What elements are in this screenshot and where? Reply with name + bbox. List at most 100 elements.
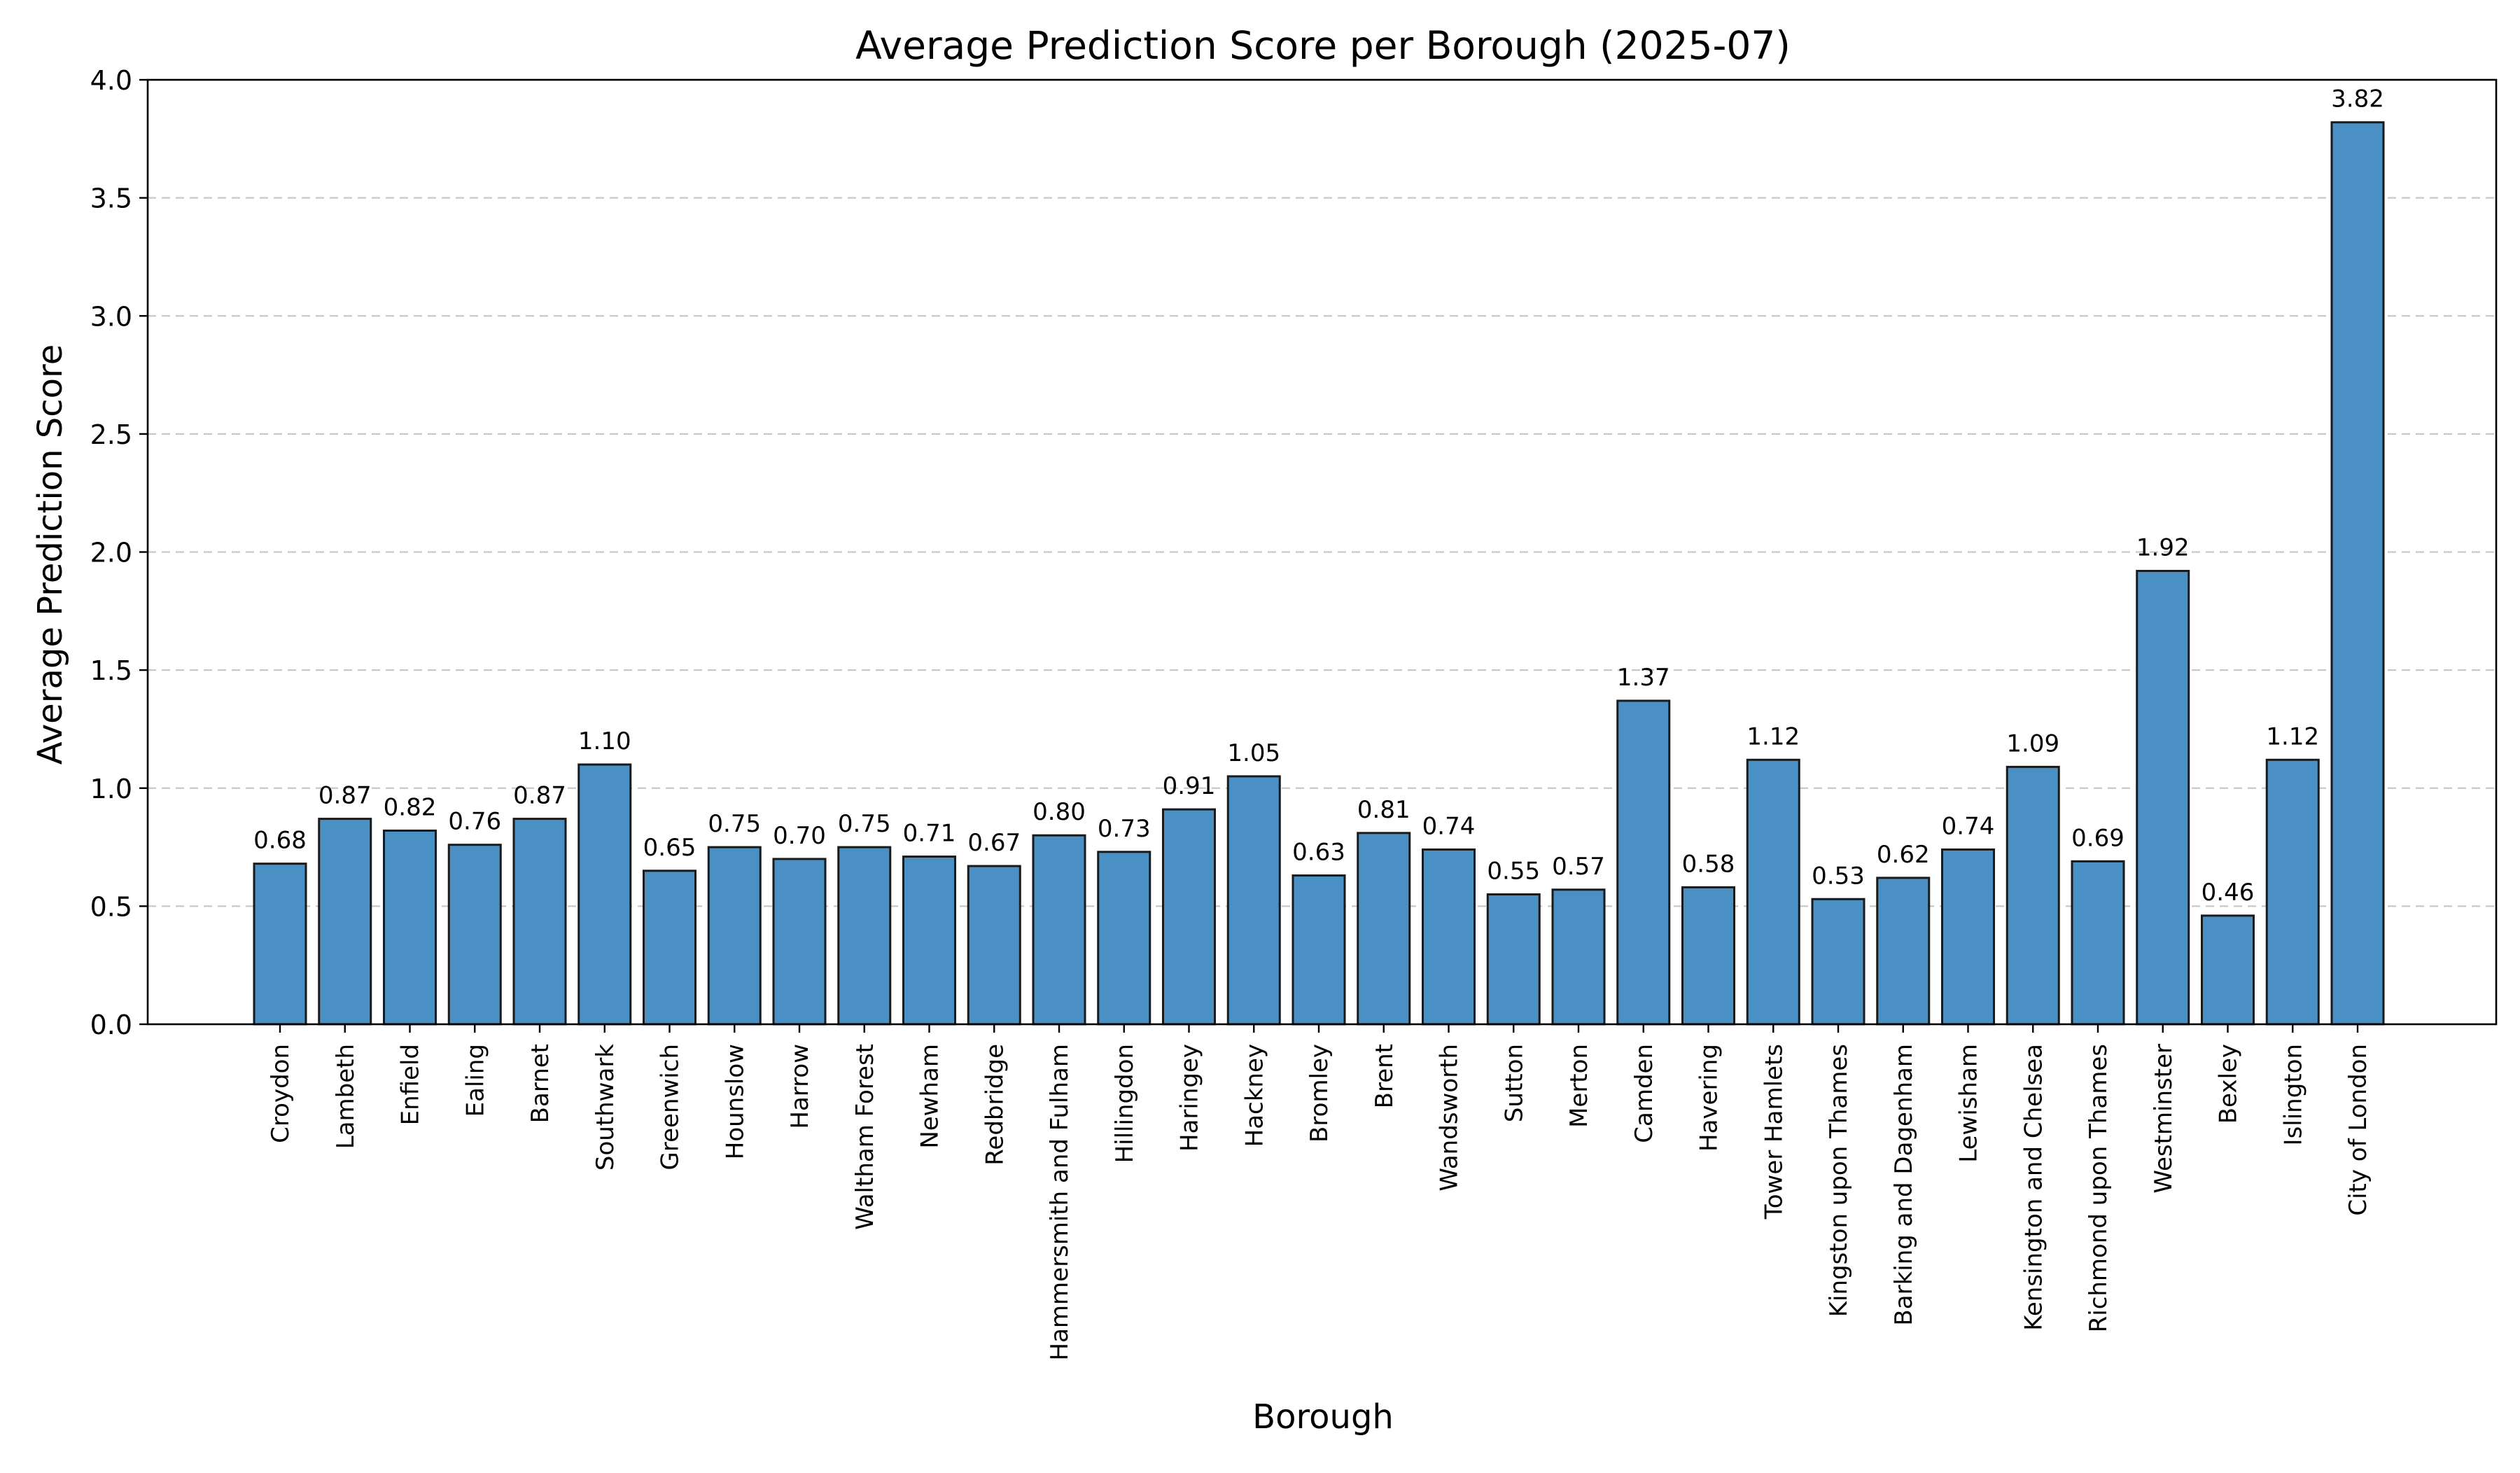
bar xyxy=(1162,808,1216,1026)
bar-value-label: 0.55 xyxy=(1487,858,1540,886)
bar xyxy=(707,846,762,1026)
x-tick-label: Greenwich xyxy=(657,1044,685,1170)
bar xyxy=(902,856,956,1026)
bar xyxy=(2330,121,2385,1026)
y-tick-label: 2.0 xyxy=(90,538,132,568)
x-axis-label: Borough xyxy=(1252,1397,1394,1437)
x-tick-label: Camden xyxy=(1630,1044,1658,1143)
bar xyxy=(643,870,696,1026)
bar-value-label: 0.70 xyxy=(773,822,826,850)
bar-value-label: 1.12 xyxy=(1746,722,1800,751)
x-tick-label: Islington xyxy=(2279,1044,2307,1145)
y-tick-label: 1.0 xyxy=(90,774,132,804)
bar xyxy=(512,818,567,1026)
bar-value-labels: 0.68 0.87 0.82 0.76 0.87 1.10 0.65 0.75 0.70 0.75… xyxy=(253,85,2384,907)
bar xyxy=(253,863,307,1026)
bar xyxy=(2201,914,2255,1026)
y-tick-label: 1.5 xyxy=(90,655,132,686)
bar-value-label: 0.82 xyxy=(384,793,437,821)
x-tick-label: Brent xyxy=(1371,1044,1399,1108)
bar xyxy=(837,846,892,1026)
x-tick-label: Richmond upon Thames xyxy=(2085,1044,2113,1332)
bar xyxy=(2005,765,2060,1026)
y-axis-label: Average Prediction Score xyxy=(31,344,70,765)
bar-value-label: 0.74 xyxy=(1422,812,1476,840)
x-tick-label: Redbridge xyxy=(981,1044,1009,1166)
x-tick-label: Lewisham xyxy=(1955,1044,1983,1163)
x-tick-label: Wandsworth xyxy=(1436,1044,1464,1192)
x-tick-label: Westminster xyxy=(2150,1044,2178,1194)
y-tick-label: 0.0 xyxy=(90,1010,132,1040)
bar-value-label: 0.65 xyxy=(643,834,696,862)
bar xyxy=(2071,860,2125,1026)
x-tick-label: Barnet xyxy=(526,1044,554,1123)
bar xyxy=(1357,832,1411,1026)
bar-value-label: 0.73 xyxy=(1098,815,1151,843)
bar xyxy=(578,763,632,1026)
x-tick-label: Haringey xyxy=(1176,1044,1204,1152)
bar xyxy=(2265,758,2320,1026)
bar-value-label: 0.81 xyxy=(1357,796,1410,824)
bar-value-label: 1.12 xyxy=(2266,722,2319,751)
bar xyxy=(447,844,502,1026)
x-tick-label: Lambeth xyxy=(332,1044,360,1149)
bar xyxy=(1551,888,1606,1026)
x-tick-label: Merton xyxy=(1565,1044,1593,1128)
bar xyxy=(1422,848,1476,1026)
bar-value-label: 0.74 xyxy=(1942,812,1995,840)
bar-value-label: 1.10 xyxy=(578,727,631,755)
x-tick-label: Ealing xyxy=(461,1044,489,1117)
bar-value-label: 1.37 xyxy=(1617,664,1670,692)
y-axis-ticks: 0.0 0.5 1.0 1.5 2.0 2.5 3.0 3.5 4.0 xyxy=(90,65,148,1040)
bar xyxy=(1941,848,1995,1026)
x-axis-ticks: Croydon Lambeth Enfield Ealing Barnet Southwa… xyxy=(267,1024,2372,1360)
x-tick-label: Enfield xyxy=(397,1044,425,1125)
bar-value-label: 1.09 xyxy=(2006,729,2059,758)
bar xyxy=(772,858,827,1026)
bar xyxy=(1746,758,1800,1026)
bar-value-label: 0.69 xyxy=(2071,824,2124,852)
bar-value-label: 0.46 xyxy=(2202,879,2255,907)
x-tick-label: Kensington and Chelsea xyxy=(2019,1044,2047,1331)
bars xyxy=(253,121,2385,1026)
bar xyxy=(1616,699,1671,1026)
bar-value-label: 1.05 xyxy=(1227,739,1280,767)
x-tick-label: Newham xyxy=(916,1044,944,1149)
x-tick-label: Waltham Forest xyxy=(851,1044,879,1230)
bar-value-label: 0.53 xyxy=(1812,862,1865,890)
x-tick-label: Hounslow xyxy=(721,1044,749,1159)
bar xyxy=(1811,898,1865,1026)
y-tick-label: 3.0 xyxy=(90,301,132,332)
bar-value-label: 0.75 xyxy=(838,810,891,838)
bar xyxy=(1876,877,1931,1026)
bar-value-label: 0.76 xyxy=(448,808,501,836)
bar xyxy=(967,865,1021,1026)
x-tick-label: Kingston upon Thames xyxy=(1825,1044,1853,1317)
bar-value-label: 0.63 xyxy=(1292,839,1345,867)
chart-title: Average Prediction Score per Borough (20… xyxy=(855,23,1791,68)
bar-value-label: 0.62 xyxy=(1877,841,1930,869)
bar-value-label: 0.87 xyxy=(513,782,566,810)
bar-value-label: 0.80 xyxy=(1032,798,1086,826)
x-tick-label: Barking and Dagenham xyxy=(1890,1044,1918,1326)
bar-value-label: 1.92 xyxy=(2136,533,2190,561)
bar xyxy=(1097,851,1152,1026)
bar-value-label: 0.91 xyxy=(1163,772,1216,800)
x-tick-label: Havering xyxy=(1695,1044,1723,1152)
x-tick-label: Croydon xyxy=(267,1044,295,1143)
bar-value-label: 0.58 xyxy=(1682,850,1735,878)
bar-value-label: 0.75 xyxy=(708,810,761,838)
x-tick-label: Tower Hamlets xyxy=(1760,1044,1788,1220)
x-tick-label: Sutton xyxy=(1500,1044,1528,1122)
x-tick-label: Southwark xyxy=(592,1044,620,1171)
y-tick-label: 3.5 xyxy=(90,183,132,214)
bar xyxy=(1032,834,1086,1026)
bar xyxy=(2136,569,2190,1026)
y-tick-label: 0.5 xyxy=(90,891,132,922)
y-tick-label: 2.5 xyxy=(90,419,132,450)
y-tick-label: 4.0 xyxy=(90,65,132,96)
bar-value-label: 0.57 xyxy=(1552,853,1605,881)
x-tick-label: Hillingdon xyxy=(1111,1044,1139,1163)
